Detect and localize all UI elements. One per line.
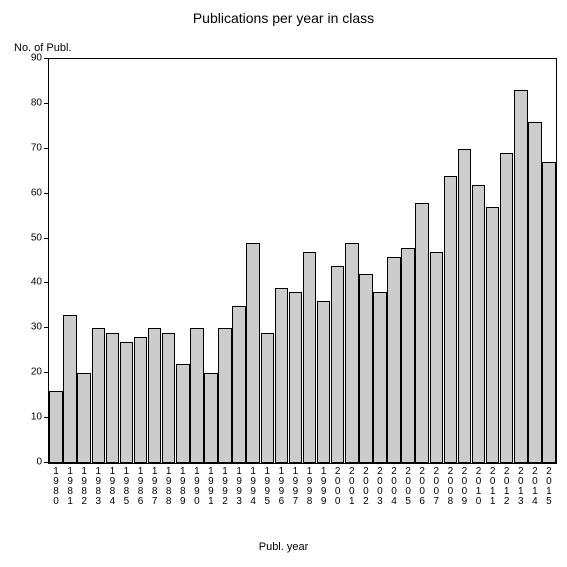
bar [162,333,176,463]
bar [120,342,134,463]
bar [514,90,528,463]
x-tick-label: 1985 [120,467,134,507]
y-tick-mark [44,372,48,373]
y-tick-label: 40 [18,277,42,288]
bar [458,149,472,463]
bar [92,328,106,463]
y-tick-mark [44,462,48,463]
bar [444,176,458,463]
bar [218,328,232,463]
x-tick-label: 1988 [162,467,176,507]
y-tick-label: 20 [18,367,42,378]
x-tick-label: 1983 [92,467,106,507]
bar [246,243,260,463]
x-tick-label: 2010 [472,467,486,507]
x-tick-label: 1992 [218,467,232,507]
bar [261,333,275,463]
x-tick-label: 1995 [261,467,275,507]
y-tick-label: 90 [18,53,42,64]
y-tick-label: 70 [18,142,42,153]
bar [303,252,317,463]
y-tick-label: 30 [18,322,42,333]
x-tick-label: 1981 [63,467,77,507]
x-tick-label: 2008 [444,467,458,507]
y-tick-label: 50 [18,232,42,243]
bar [275,288,289,463]
bar [359,274,373,463]
x-tick-label: 1987 [148,467,162,507]
x-tick-label: 2003 [373,467,387,507]
y-tick-mark [44,193,48,194]
bar [232,306,246,463]
y-tick-mark [44,103,48,104]
bar [472,185,486,463]
bar [148,328,162,463]
y-tick-mark [44,148,48,149]
bar [289,292,303,463]
x-tick-label: 2014 [528,467,542,507]
bar [204,373,218,463]
bar [387,257,401,463]
bar [63,315,77,463]
bar [500,153,514,463]
x-tick-label: 1994 [246,467,260,507]
x-tick-label: 1996 [275,467,289,507]
bar [106,333,120,463]
x-tick-label: 2002 [359,467,373,507]
chart-title: Publications per year in class [0,10,567,26]
x-tick-label: 2009 [458,467,472,507]
y-tick-mark [44,58,48,59]
y-tick-mark [44,327,48,328]
chart-container: Publications per year in class No. of Pu… [0,0,567,567]
x-tick-label: 1986 [134,467,148,507]
x-axis-label: Publ. year [0,541,567,553]
x-tick-label: 2011 [486,467,500,507]
x-tick-label: 1982 [77,467,91,507]
y-tick-label: 80 [18,97,42,108]
bar [77,373,91,463]
y-tick-mark [44,417,48,418]
bars-layer: 1980198119821983198419851986198719881989… [49,59,556,463]
x-tick-label: 2013 [514,467,528,507]
x-tick-label: 2007 [430,467,444,507]
bar [542,162,556,463]
bar [528,122,542,463]
x-tick-label: 1980 [49,467,63,507]
bar [373,292,387,463]
bar [317,301,331,463]
x-tick-label: 1999 [317,467,331,507]
x-tick-label: 2005 [401,467,415,507]
x-tick-label: 2000 [331,467,345,507]
x-tick-label: 2012 [500,467,514,507]
bar [401,248,415,463]
bar [486,207,500,463]
y-tick-label: 60 [18,187,42,198]
x-tick-label: 2001 [345,467,359,507]
x-tick-label: 1997 [289,467,303,507]
x-tick-label: 1993 [232,467,246,507]
bar [345,243,359,463]
x-tick-label: 1991 [204,467,218,507]
x-tick-label: 1990 [190,467,204,507]
bar [49,391,63,463]
y-tick-label: 10 [18,412,42,423]
bar [415,203,429,463]
bar [331,266,345,464]
bar [134,337,148,463]
x-tick-label: 1998 [303,467,317,507]
y-tick-label: 0 [18,457,42,468]
bar [190,328,204,463]
x-tick-label: 2004 [387,467,401,507]
x-tick-label: 2015 [542,467,556,507]
y-tick-mark [44,238,48,239]
y-tick-mark [44,282,48,283]
x-tick-label: 1984 [106,467,120,507]
x-tick-label: 1989 [176,467,190,507]
plot-area: 1980198119821983198419851986198719881989… [48,58,557,464]
bar [176,364,190,463]
x-tick-label: 2006 [415,467,429,507]
bar [430,252,444,463]
